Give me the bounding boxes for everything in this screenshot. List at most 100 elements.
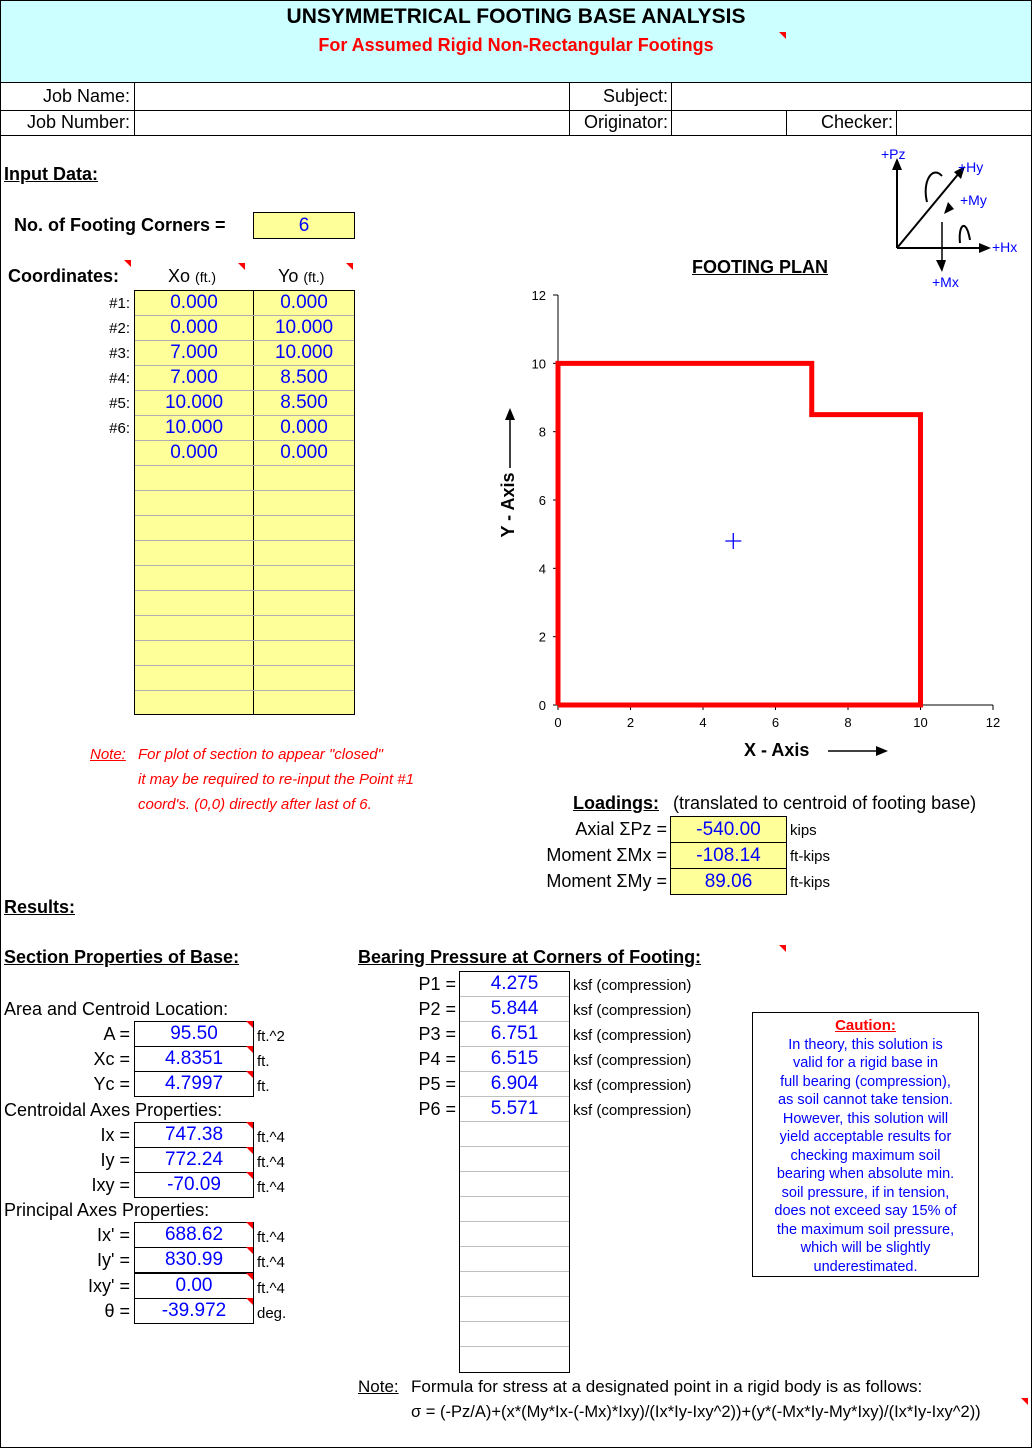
caution-line: full bearing (compression),	[780, 1073, 951, 1090]
moment-mx-label: Moment ΣMx =	[546, 845, 667, 865]
xc-label: Xc =	[93, 1049, 130, 1069]
cell-gridline	[135, 640, 354, 641]
note-line: For plot of section to appear "closed"	[138, 746, 383, 763]
caution-line: as soil cannot take tension.	[778, 1092, 953, 1108]
xc-value: 4.8351	[134, 1046, 254, 1072]
x-coord-input[interactable]: 0.000	[170, 317, 218, 338]
yc-label: Yc =	[93, 1074, 130, 1094]
x-coord-input[interactable]: 7.000	[170, 342, 218, 363]
x-coord-input[interactable]: 7.000	[170, 367, 218, 388]
my-label: +My	[960, 192, 987, 208]
p3-unit: ksf (compression)	[573, 1027, 692, 1044]
xo-label: Xo	[168, 266, 191, 286]
theta-label: θ =	[104, 1301, 130, 1321]
cell-gridline	[135, 665, 354, 666]
y-coord-input[interactable]: 10.000	[274, 342, 334, 363]
bearing-column	[459, 971, 570, 1373]
comment-indicator[interactable]	[246, 1273, 253, 1280]
theta-unit: deg.	[257, 1305, 287, 1322]
comment-indicator[interactable]	[246, 1122, 253, 1129]
y-coord-input[interactable]: 0.000	[280, 292, 328, 313]
cell-gridline	[460, 1021, 569, 1022]
cell-gridline	[460, 1096, 569, 1097]
ft-kips-unit: ft-kips	[790, 848, 831, 865]
section-properties-heading: Section Properties of Base:	[4, 947, 240, 967]
ixy-value: -70.09	[134, 1172, 254, 1198]
ixy-prime-value: 0.00	[134, 1273, 254, 1299]
caution-line: underestimated.	[813, 1258, 918, 1275]
comment-indicator[interactable]	[246, 1046, 253, 1053]
y-coord-input[interactable]: 8.500	[280, 367, 328, 388]
axial-pz-input[interactable]: -540.00	[670, 816, 787, 843]
x-axis-label: X - Axis	[744, 740, 809, 760]
caution-line: In theory, this solution is	[788, 1036, 943, 1053]
x-coord-input[interactable]: 0.000	[170, 442, 218, 463]
y-coord-input[interactable]: 0.000	[280, 417, 328, 438]
yo-unit: (ft.)	[303, 269, 325, 285]
cell-gridline	[460, 996, 569, 997]
comment-indicator[interactable]	[246, 1071, 253, 1078]
iy-prime-label: Iy' =	[97, 1250, 130, 1270]
y-coord-input[interactable]: 8.500	[280, 392, 328, 413]
ixy-label: Ixy =	[91, 1175, 130, 1195]
centroidal-axes-heading: Centroidal Axes Properties:	[4, 1100, 223, 1120]
moment-my-input[interactable]: 89.06	[670, 868, 787, 895]
yc-value: 4.7997	[134, 1071, 254, 1097]
p5-unit: ksf (compression)	[573, 1077, 692, 1094]
formula-note-label: Note:	[358, 1377, 399, 1396]
comment-indicator[interactable]	[246, 1021, 253, 1028]
mx-label: +Mx	[932, 274, 959, 290]
cell-gridline	[135, 415, 354, 416]
xo-unit: (ft.)	[195, 269, 217, 285]
cell-gridline	[135, 390, 354, 391]
comment-indicator[interactable]	[238, 263, 245, 270]
y-coord-input[interactable]: 10.000	[274, 317, 334, 338]
caution-title: Caution:	[835, 1017, 896, 1034]
x-tick-label: 12	[986, 715, 1000, 730]
y-tick-label: 0	[539, 698, 546, 713]
comment-indicator[interactable]	[246, 1298, 253, 1305]
y-tick-label: 12	[532, 288, 546, 303]
row-label-5: #5:	[109, 395, 130, 412]
area-value: 95.50	[134, 1021, 254, 1047]
row-label-4: #4:	[109, 370, 130, 387]
p2-value: 5.844	[490, 998, 539, 1019]
hx-label: +Hx	[992, 239, 1017, 255]
caution-line: checking maximum soil	[790, 1147, 941, 1164]
cell-gridline	[135, 615, 354, 616]
p6-label: P6 =	[418, 1099, 456, 1119]
comment-indicator[interactable]	[1021, 1398, 1028, 1405]
comment-indicator[interactable]	[779, 32, 786, 39]
row-label-1: #1:	[109, 295, 130, 312]
x-coord-input[interactable]: 0.000	[170, 292, 218, 313]
cell-gridline	[135, 490, 354, 491]
x-coord-input[interactable]: 10.000	[164, 417, 224, 438]
moment-mx-input[interactable]: -108.14	[670, 842, 787, 869]
y-axis-label: Y - Axis	[498, 472, 518, 537]
yo-header: Yo (ft.)	[278, 266, 324, 287]
cell-gridline	[460, 1346, 569, 1347]
corners-label: No. of Footing Corners =	[14, 215, 226, 235]
x-tick-label: 0	[554, 715, 561, 730]
loadings-subheading: (translated to centroid of footing base)	[673, 793, 977, 813]
cell-gridline	[460, 1121, 569, 1122]
comment-indicator[interactable]	[246, 1247, 253, 1254]
comment-indicator[interactable]	[246, 1222, 253, 1229]
x-coord-input[interactable]: 10.000	[164, 392, 224, 413]
cell-gridline	[460, 1321, 569, 1322]
corners-input[interactable]: 6	[253, 212, 355, 239]
cell-gridline	[135, 690, 354, 691]
comment-indicator[interactable]	[246, 1172, 253, 1179]
cell-gridline	[460, 1046, 569, 1047]
comment-indicator[interactable]	[124, 260, 131, 267]
cell-gridline	[135, 365, 354, 366]
cell-gridline	[460, 1196, 569, 1197]
comment-indicator[interactable]	[246, 1147, 253, 1154]
comment-indicator[interactable]	[779, 945, 786, 952]
y-coord-input[interactable]: 0.000	[280, 442, 328, 463]
grid-line	[1, 135, 1031, 136]
p3-value: 6.751	[490, 1023, 539, 1044]
comment-indicator[interactable]	[346, 263, 353, 270]
ixy-unit: ft.^4	[257, 1179, 285, 1196]
cell-gridline	[460, 1271, 569, 1272]
